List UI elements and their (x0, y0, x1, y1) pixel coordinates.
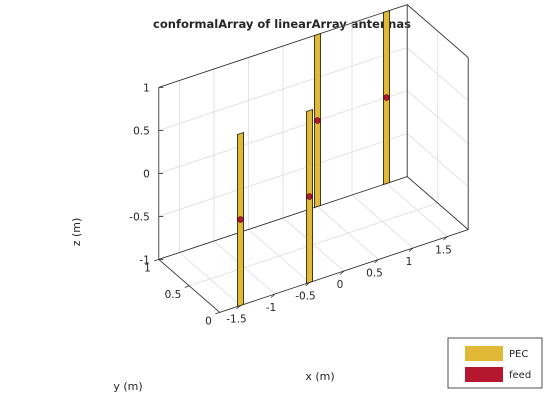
legend-swatch-feed (465, 367, 503, 382)
z-tick-label: 0 (143, 168, 150, 180)
legend-label-pec: PEC (509, 349, 528, 360)
legend-swatch-pec (465, 346, 503, 361)
feed-point (237, 216, 244, 223)
y-tick-label: 0.5 (165, 289, 182, 301)
y-tick-mark (184, 285, 190, 288)
x-tick-label: 0.5 (366, 268, 383, 280)
dipole-3 (313, 32, 322, 209)
z-tick-label: 1 (143, 82, 150, 94)
x-tick-mark (443, 236, 448, 241)
dipole-1 (236, 131, 245, 308)
grid-line (189, 202, 438, 287)
x-tick-label: 1.5 (435, 245, 452, 257)
z-tick-label: 0.5 (133, 125, 150, 137)
x-tick-label: -0.5 (295, 291, 316, 303)
legend-label-feed: feed (509, 370, 531, 381)
dipole-2 (305, 108, 314, 285)
box-edge (158, 4, 408, 88)
x-tick-mark (408, 247, 414, 252)
axes-3d[interactable]: -1.5-1-0.500.511.500.51-1-0.500.51 (129, 4, 469, 328)
x-tick-mark (339, 270, 345, 275)
x-tick-label: 1 (406, 256, 413, 268)
box-edge (406, 4, 469, 58)
x-tick-mark (270, 293, 276, 298)
antenna-elements (236, 9, 391, 308)
y-axis-label: y (m) (113, 380, 142, 393)
y-tick-mark (154, 259, 159, 262)
box-edge (406, 176, 469, 230)
x-tick-label: -1 (266, 302, 276, 314)
z-axis-label: z (m) (70, 218, 83, 247)
y-tick-mark (215, 312, 220, 315)
y-tick-label: 1 (144, 262, 151, 274)
feed-point (306, 193, 313, 200)
legend[interactable]: PEC feed (447, 337, 543, 389)
x-tick-label: 0 (337, 279, 344, 291)
z-tick-label: -0.5 (129, 211, 150, 223)
z-tick-label: -1 (139, 254, 149, 266)
x-tick-label: -1.5 (226, 314, 247, 326)
dipole-4 (382, 9, 391, 186)
feed-point (383, 94, 390, 101)
box-edge (158, 176, 408, 260)
x-tick-mark (374, 259, 379, 264)
y-tick-label: 0 (205, 315, 212, 327)
chart-title: conformalArray of linearArray antennas (153, 17, 411, 31)
feed-point (314, 117, 321, 124)
x-axis-label: x (m) (305, 370, 334, 383)
